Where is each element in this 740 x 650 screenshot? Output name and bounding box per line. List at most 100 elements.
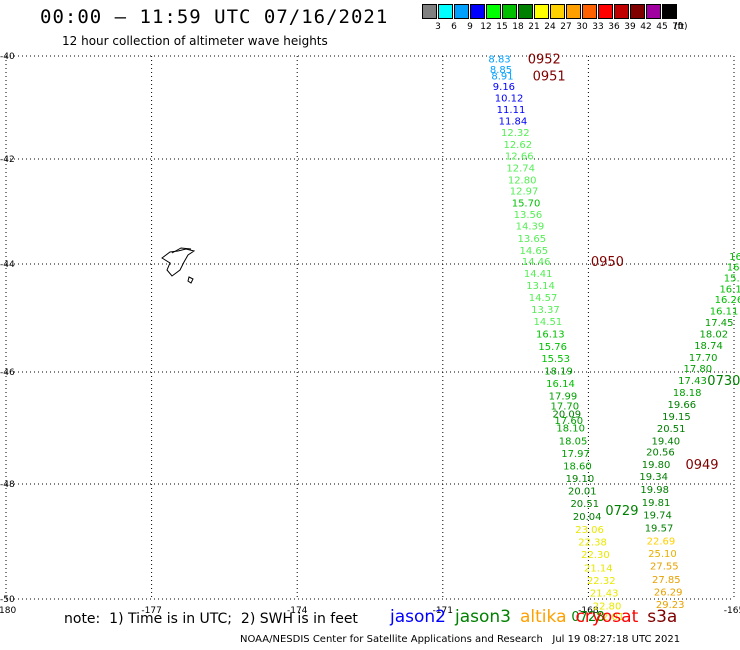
swh-value: 17.70: [551, 402, 580, 413]
swh-value: 8.91: [491, 72, 513, 83]
swh-value: 14.39: [516, 222, 545, 233]
mission-legend: jason2 jason3 altika cryosat s3a: [390, 607, 686, 627]
mission-label: altika: [520, 607, 567, 627]
swh-value: 22.01: [596, 612, 625, 623]
swh-value: 14.65: [519, 246, 548, 257]
swh-value: 16.26: [715, 295, 740, 306]
swh-value: 18.60: [563, 462, 592, 473]
swh-value: 13.37: [531, 305, 560, 316]
swh-value: 13.56: [514, 210, 543, 221]
swh-value: 12.66: [505, 151, 534, 162]
swh-value: 20.51: [570, 499, 599, 510]
lat-tick-label: -40: [0, 52, 15, 62]
swh-value: 13.65: [518, 234, 547, 245]
legend-swatch: [582, 4, 597, 19]
legend-label: 36: [608, 22, 620, 32]
swh-value: 15.53: [541, 354, 570, 365]
mission-label: cryosat: [575, 607, 639, 627]
swh-value: 25.10: [648, 549, 677, 560]
swh-value: 18.05: [559, 436, 588, 447]
mission-label: jason2: [390, 607, 446, 627]
legend-label: 27: [560, 22, 572, 32]
island-outline: [161, 247, 196, 284]
swh-value: 8.85: [490, 65, 512, 76]
swh-value: 20.09: [552, 409, 581, 420]
pass-time-label: 0950: [591, 255, 624, 270]
lat-tick-label: -46: [0, 368, 15, 378]
swh-value: 15.76: [538, 342, 567, 353]
legend-swatch: [422, 4, 437, 19]
legend-swatch: [566, 4, 581, 19]
swh-value: 19.80: [642, 460, 671, 471]
swh-value: 15.84: [724, 274, 740, 285]
legend-swatch: [662, 4, 677, 19]
legend-label: 33: [592, 22, 604, 32]
swh-value: 22.80: [593, 601, 622, 612]
legend-swatch: [486, 4, 501, 19]
swh-value: 9.16: [493, 82, 515, 93]
pass-time-label: 0728: [571, 610, 604, 625]
swh-value: 19.34: [639, 472, 668, 483]
lat-tick-label: -42: [0, 155, 15, 165]
swh-value: 12.80: [508, 175, 537, 186]
swh-value: 19.10: [566, 474, 595, 485]
swh-value: 12.74: [506, 163, 535, 174]
swh-value: 18.02: [700, 330, 729, 341]
swh-value: 17.60: [554, 416, 583, 427]
lon-tick-label: -174: [287, 606, 308, 616]
swh-value: 19.81: [642, 498, 671, 509]
swh-value: 12.97: [510, 187, 539, 198]
mission-label: s3a: [647, 607, 678, 627]
footer-credit: NOAA/NESDIS Center for Satellite Applica…: [240, 634, 681, 645]
pass-time-label: 0949: [685, 458, 718, 473]
legend-swatch: [454, 4, 469, 19]
page-title: 00:00 – 11:59 UTC 07/16/2021: [40, 6, 389, 28]
swh-value: 19.57: [645, 524, 674, 535]
swh-value: 14.41: [524, 269, 553, 280]
swh-value: 20.51: [657, 424, 686, 435]
legend-label: 30: [576, 22, 588, 32]
legend-swatch: [646, 4, 661, 19]
pass-time-label: 0951: [533, 70, 566, 85]
legend-swatch: [598, 4, 613, 19]
swh-value: 18.74: [694, 341, 723, 352]
legend-label: 12: [480, 22, 492, 32]
legend-label: 6: [451, 22, 457, 32]
legend-unit: (ft): [674, 22, 688, 32]
swh-value: 15.70: [512, 199, 541, 210]
mission-label: jason3: [455, 607, 511, 627]
legend-label: 70: [672, 22, 684, 32]
lon-tick-label: -177: [141, 606, 161, 616]
legend-swatch: [614, 4, 629, 19]
legend-swatch: [630, 4, 645, 19]
time-labels: 0952 0951 0950 0949 0730 0729 0728: [528, 53, 740, 626]
swh-value: 19.74: [643, 510, 672, 521]
swh-value: 26.29: [654, 588, 683, 599]
swh-value: 22.69: [647, 536, 676, 547]
swh-value: 17.80: [684, 364, 713, 375]
map-grid: -180 -177 -174 -171 -168 -165 -40 -42 -44 -46 -48 -…: [0, 52, 740, 616]
lon-tick-label: -180: [0, 606, 16, 616]
footer-note: note: 1) Time is in UTC; 2) SWH is in fe…: [64, 611, 358, 627]
legend-label: 45: [656, 22, 668, 32]
swh-value: 12.62: [503, 140, 532, 151]
page-subtitle: 12 hour collection of altimeter wave hei…: [62, 34, 328, 48]
swh-value: 18.18: [673, 388, 702, 399]
legend-swatch: [518, 4, 533, 19]
swh-value: 16.4: [727, 263, 740, 274]
swh-value: 19.15: [662, 412, 691, 423]
swh-value: 16: [729, 252, 740, 263]
swh-value: 11.11: [497, 105, 526, 116]
swh-value: 18.19: [544, 366, 573, 377]
lon-tick-label: -171: [433, 606, 453, 616]
lon-tick-label: -165: [724, 606, 740, 616]
swh-value: 21.43: [590, 589, 619, 600]
swh-value: 29.23: [656, 600, 685, 611]
swh-value: 16.13: [536, 330, 565, 341]
legend-label: 24: [544, 22, 556, 32]
legend-swatch: [534, 4, 549, 19]
pass-time-label: 0952: [528, 53, 561, 68]
legend-label: 18: [512, 22, 524, 32]
satellite-tracks: 8.838.858.919.1610.1211.1111.8412.3212.6…: [488, 55, 740, 624]
